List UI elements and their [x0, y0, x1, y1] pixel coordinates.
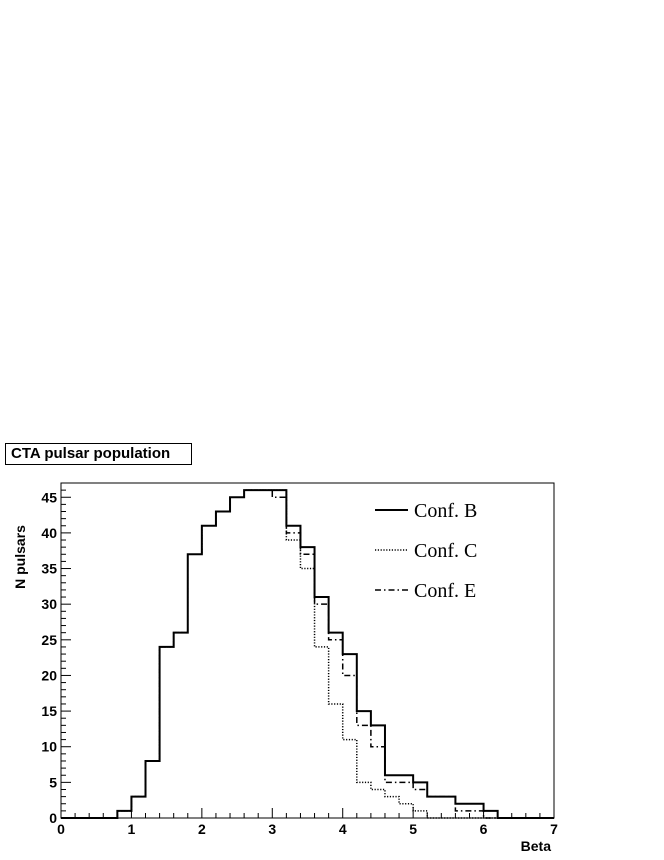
x-tick-label: 5 [409, 821, 417, 837]
histogram-line-conf-b [61, 489, 554, 819]
legend-label: Conf. B [414, 500, 477, 522]
y-tick-label: 0 [49, 810, 57, 826]
histogram-series [61, 489, 554, 819]
y-axis-title: N pulsars [12, 525, 28, 589]
plot-frame [60, 482, 555, 819]
x-tick-label: 3 [268, 821, 276, 837]
histogram-line-conf-c [61, 489, 554, 819]
x-tick-label: 6 [480, 821, 488, 837]
legend: Conf. B Conf. C Conf. E [375, 500, 477, 602]
y-tick-label: 35 [41, 561, 57, 577]
y-tick-label: 40 [41, 525, 57, 541]
legend-label: Conf. E [414, 580, 476, 602]
x-tick-label: 1 [128, 821, 136, 837]
x-tick-label: 2 [198, 821, 206, 837]
y-tick-label: 15 [41, 703, 57, 719]
y-tick-label: 25 [41, 632, 57, 648]
x-tick-label: 4 [339, 821, 347, 837]
x-tick-label: 0 [57, 821, 65, 837]
y-tick-label: 20 [41, 667, 57, 683]
x-axis-title: Beta [521, 838, 552, 854]
y-tick-label: 10 [41, 739, 57, 755]
x-tick-label: 7 [550, 821, 558, 837]
y-tick-label: 45 [41, 489, 57, 505]
histogram-line-conf-e [61, 489, 554, 819]
legend-label: Conf. C [414, 540, 477, 562]
chart-title: CTA pulsar population [5, 443, 192, 465]
y-tick-label: 5 [49, 774, 57, 790]
y-tick-label: 30 [41, 596, 57, 612]
